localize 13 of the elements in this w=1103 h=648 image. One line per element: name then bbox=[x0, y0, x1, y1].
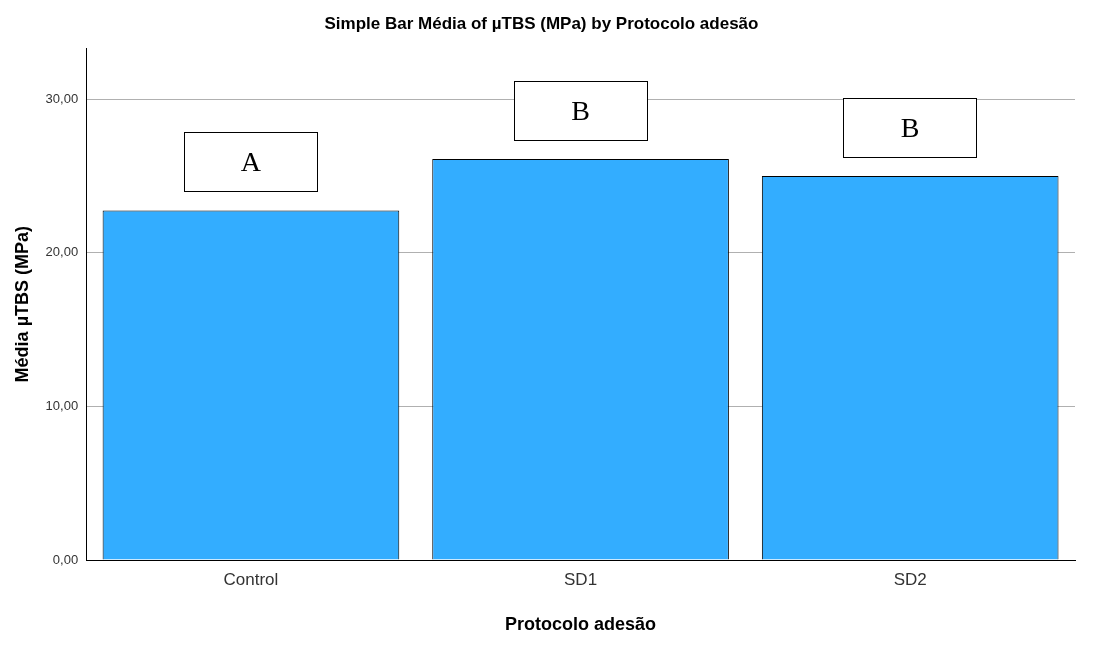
letter-box: B bbox=[843, 97, 978, 158]
y-tick-label: 10,00 bbox=[45, 397, 79, 413]
letter-box: B bbox=[513, 81, 648, 141]
y-tick-label: 30,00 bbox=[45, 90, 79, 106]
y-axis-title: Média µTBS (MPa) bbox=[11, 226, 32, 383]
x-tick-label: SD1 bbox=[564, 569, 598, 589]
y-tick-label: 20,00 bbox=[45, 244, 79, 260]
x-tick-label: Control bbox=[223, 569, 279, 589]
y-tick-label: 0,00 bbox=[52, 551, 79, 567]
x-axis-title: Protocolo adesão bbox=[505, 614, 657, 635]
chart-title: Simple Bar Média of µTBS (MPa) by Protocolo adesão bbox=[324, 13, 759, 33]
x-tick-label: SD2 bbox=[893, 569, 927, 589]
letter-box: A bbox=[183, 132, 318, 193]
